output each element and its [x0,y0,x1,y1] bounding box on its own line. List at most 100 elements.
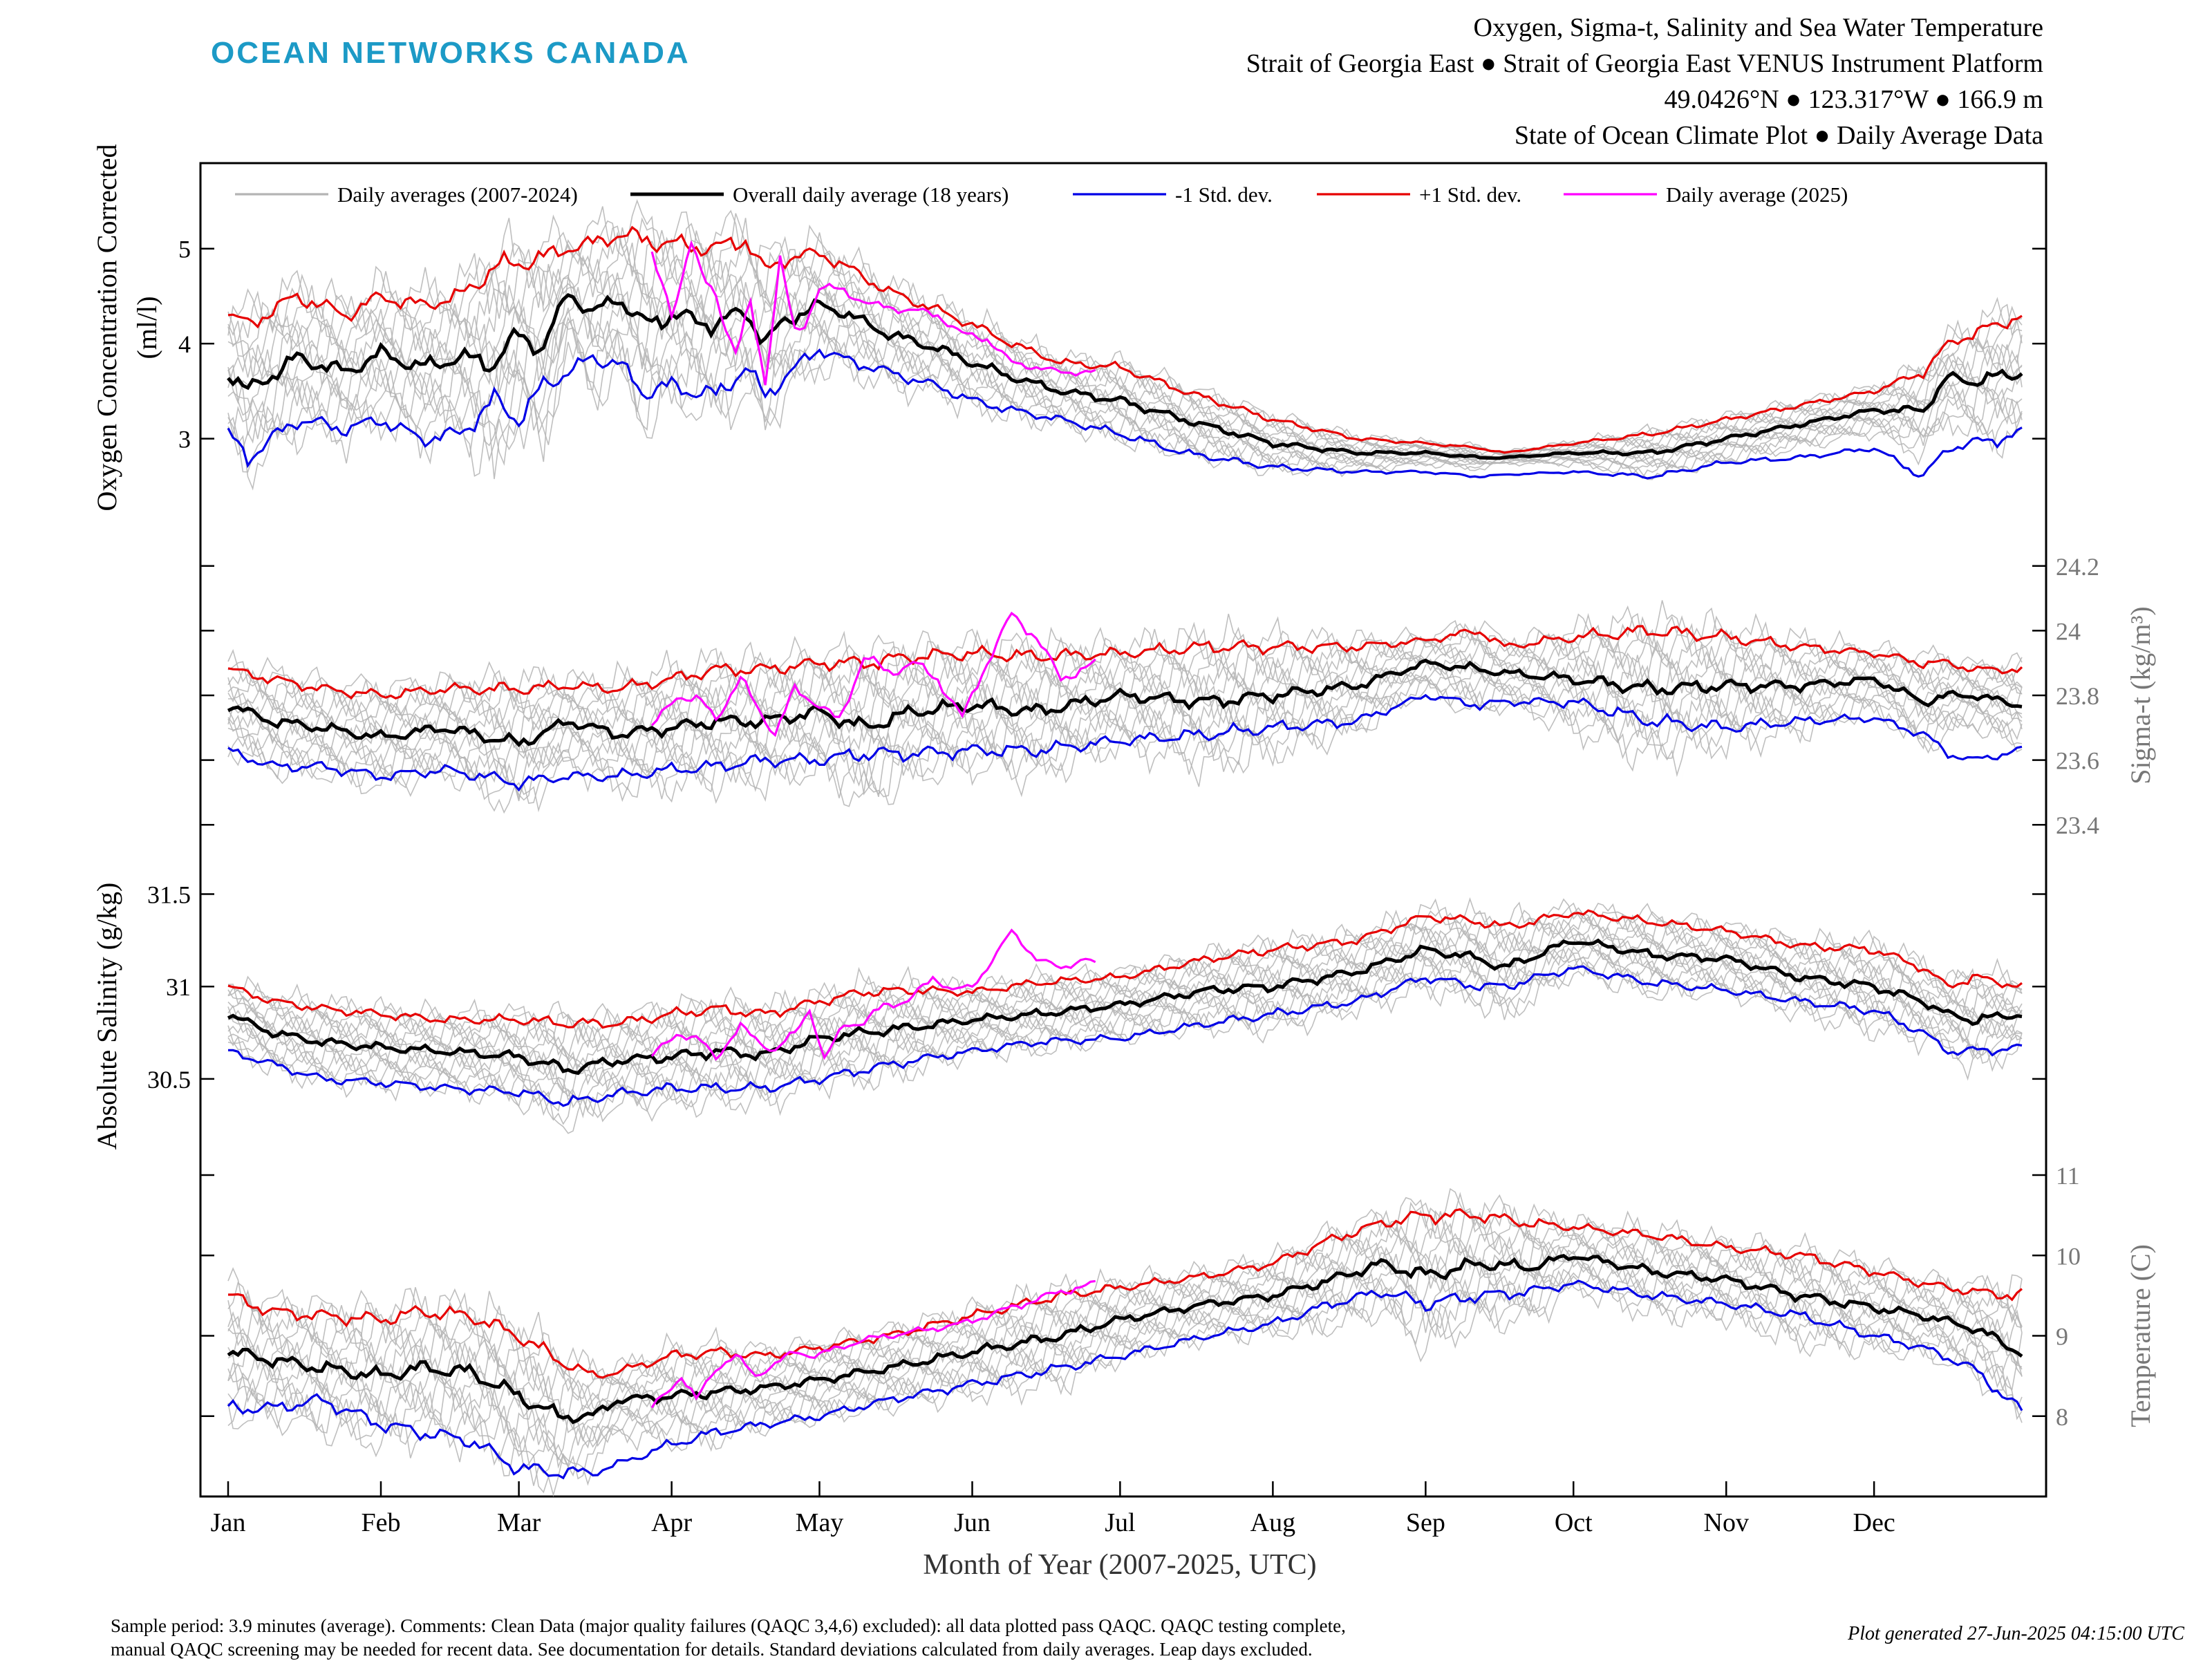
legend: Daily averages (2007-2024) Overall daily … [235,182,1848,207]
chart-title-line-4: State of Ocean Climate Plot ● Daily Aver… [1514,121,2043,150]
temperature-year-line-7 [227,1244,2023,1446]
chart-title-line-3: 49.0426°N ● 123.317°W ● 166.9 m [1664,85,2043,114]
legend-label-1-std-dev: -1 Std. dev. [1175,182,1273,207]
xtick-label-jan: Jan [211,1508,246,1537]
oxygen-year-line-13 [227,213,2023,456]
sigma_t-year-line-3 [227,674,2023,801]
xtick-label-feb: Feb [362,1508,401,1537]
oxygen-daily-average-2025-line [650,240,1096,386]
xtick-label-nov: Nov [1704,1508,1749,1537]
temperature-panel: 8 9 10 11 Temperature (C) [200,1162,2156,1497]
plot-frame [199,162,2047,1498]
sigma_t-overall-daily-average-18-years-line [227,658,2023,748]
footer-note: Sample period: 3.9 minutes (average). Co… [111,1614,1756,1661]
sigma_t-1-std-dev-line [227,625,2023,700]
sigma_t-lines [227,600,2023,814]
temperature-overall-daily-average-18-years-line [227,1253,2023,1425]
oxygen-overall-daily-average-18-years-line [227,293,2023,460]
oxygen-ylabel-line-1: Oxygen Concentration Corrected [91,144,122,512]
legend-label-1-std-dev: +1 Std. dev. [1419,182,1521,207]
salinity-1-std-dev-line [228,965,2023,1107]
salinity-year-line-1 [227,960,2023,1134]
xtick-label-may: May [796,1508,844,1537]
salinity-year-line-11 [227,912,2023,1060]
footer-note-line-2: manual QAQC screening may be needed for … [111,1639,1313,1660]
xtick-label-aug: Aug [1250,1508,1295,1537]
oxygen-year-line-10 [227,243,2023,458]
temperature-year-line-6 [227,1250,2023,1449]
temperature-year-line-10 [227,1223,2023,1417]
temperature-ytick-label-1: 9 [2056,1323,2068,1351]
xtick-label-jun: Jun [954,1508,991,1537]
salinity-1-std-dev-line [227,909,2023,1029]
sigma_t-ytick-label-0: 23.4 [2056,811,2099,839]
temperature-year-line-11 [227,1211,2023,1412]
temperature-year-line-9 [227,1232,2023,1422]
xtick-label-dec: Dec [1853,1508,1895,1537]
xtick-label-apr: Apr [651,1508,692,1537]
oxygen-ytick-label-2: 5 [178,236,191,263]
sigma_t-year-line-10 [227,639,2023,744]
oxygen-lines [227,198,2023,491]
temperature-1-std-dev-line [227,1279,2023,1480]
salinity-year-line-4 [227,947,2023,1118]
legend-label-daily-average-2025: Daily average (2025) [1666,182,1848,207]
temperature-lines [227,1188,2023,1497]
oxygen-year-line-14 [227,198,2023,454]
sigma_t-ytick-label-2: 23.8 [2056,682,2099,710]
temperature-ytick-label-3: 11 [2056,1162,2080,1190]
sigma_t-daily-average-2025-line [650,611,1096,738]
sigma_t-ylabel: Sigma-t (kg/m³) [2125,606,2156,785]
salinity-ylabel: Absolute Salinity (g/kg) [91,883,122,1150]
temperature-daily-average-2025-line [650,1279,1096,1409]
oxygen-year-line-12 [227,218,2023,457]
salinity-ytick-label-1: 31 [166,973,191,1001]
oxygen-year-line-4 [227,312,2023,471]
temperature-year-line-13 [227,1192,2023,1393]
sigma_t-year-line-11 [227,625,2023,732]
salinity-lines [227,897,2023,1134]
oxygen-ytick-label-0: 3 [178,426,191,453]
salinity-daily-average-2025-line [650,928,1096,1061]
oxygen-ytick-label-1: 4 [178,330,191,358]
oxygen-year-line-7 [227,272,2023,463]
temperature-1-std-dev-line [228,1208,2023,1379]
salinity-overall-daily-average-18-years-line [227,938,2023,1076]
xtick-label-sep: Sep [1406,1508,1445,1537]
sigma_t-ytick-label-4: 24.2 [2056,553,2099,581]
sigma_t-year-line-8 [228,649,2023,759]
xtick-label-mar: Mar [497,1508,541,1537]
sigma_t-panel: 23.4 23.6 23.8 24 24.2 Sigma-t (kg/m³) [200,553,2156,839]
salinity-ytick-label-2: 31.5 [147,881,191,908]
temperature-year-line-14 [227,1188,2023,1380]
salinity-year-line-9 [227,921,2023,1076]
chart-title-line-2: Strait of Georgia East ● Strait of Georg… [1246,49,2043,78]
oxygen-1-std-dev-line [227,348,2023,480]
sigma_t-year-line-12 [227,616,2023,722]
temperature-ytick-label-2: 10 [2056,1242,2081,1270]
xtick-label-jul: Jul [1105,1508,1135,1537]
salinity-panel: 30.5 31 31.5 Absolute Salinity (g/kg) [91,881,2046,1149]
salinity-year-line-13 [227,902,2023,1049]
ocean-networks-canada-logo: OCEAN NETWORKS CANADA [211,36,691,70]
temperature-ytick-label-0: 8 [2056,1403,2068,1431]
salinity-year-line-7 [227,930,2023,1090]
sigma_t-ytick-label-1: 23.6 [2056,747,2099,775]
legend-label-overall-daily-average-18-years: Overall daily average (18 years) [733,182,1009,207]
plot-generated-stamp: Plot generated 27-Jun-2025 04:15:00 UTC [1848,1623,2184,1644]
temperature-ylabel: Temperature (C) [2125,1244,2156,1427]
temperature-year-line-4 [227,1261,2023,1465]
xtick-label-oct: Oct [1555,1508,1593,1537]
sigma_t-ytick-label-3: 24 [2056,617,2081,645]
temperature-year-line-2 [227,1270,2023,1486]
oxygen-ylabel-line-2: (ml/l) [131,296,162,359]
chart-title-line-1: Oxygen, Sigma-t, Salinity and Sea Water … [1473,13,2043,42]
footer-note-line-1: Sample period: 3.9 minutes (average). Co… [111,1615,1346,1636]
oxygen-1-std-dev-line [227,225,2023,454]
legend-label-daily-averages-2007-2024: Daily averages (2007-2024) [337,182,578,207]
x-axis-label: Month of Year (2007-2025, UTC) [923,1549,1316,1581]
sigma_t-1-std-dev-line [227,693,2023,792]
salinity-ytick-label-0: 30.5 [147,1066,191,1094]
oxygen-panel: 3 4 5 Oxygen Concentration Corrected (ml/l) [91,144,2046,512]
